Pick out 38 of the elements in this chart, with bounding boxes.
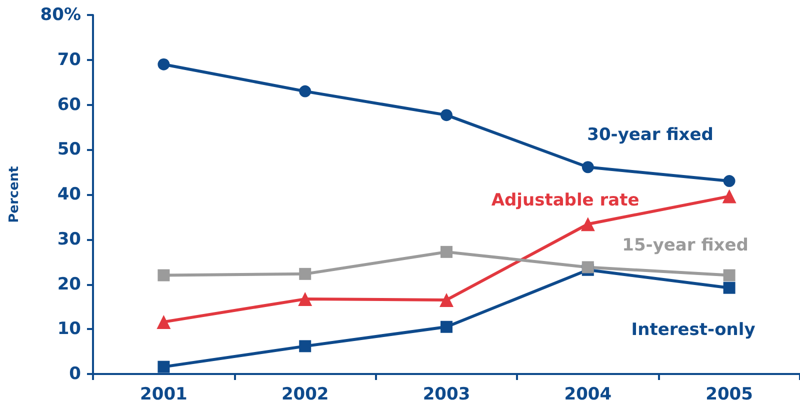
point bbox=[440, 109, 452, 122]
x-tick-label: 2002 bbox=[281, 384, 329, 404]
y-tick-label: 10 bbox=[57, 319, 82, 340]
y-tick-label: 40 bbox=[57, 184, 82, 204]
point bbox=[299, 85, 312, 98]
y-tick-label: 50 bbox=[57, 140, 82, 160]
y-tick-label: 20 bbox=[57, 274, 82, 294]
point bbox=[158, 269, 170, 282]
y-tick-label: 30 bbox=[57, 229, 82, 250]
x-tick-label: 2001 bbox=[140, 384, 188, 404]
series-label: Adjustable rate bbox=[491, 190, 640, 210]
series-label: Interest-only bbox=[631, 320, 756, 340]
point bbox=[440, 292, 454, 307]
point bbox=[440, 246, 452, 258]
series-label: 15-year fixed bbox=[622, 235, 748, 256]
point bbox=[299, 268, 312, 280]
y-tick-label: 80% bbox=[40, 5, 81, 25]
point bbox=[722, 189, 736, 204]
point bbox=[723, 269, 736, 282]
x-tick-label: 2004 bbox=[564, 384, 612, 404]
point bbox=[723, 175, 736, 188]
point bbox=[582, 161, 594, 174]
y-tick-label: 0 bbox=[69, 364, 82, 384]
x-tick-label: 2005 bbox=[706, 384, 753, 404]
point bbox=[158, 58, 170, 70]
series-label: 30-year fixed bbox=[587, 125, 714, 146]
y-axis-title: Percent bbox=[7, 166, 22, 223]
point bbox=[299, 340, 312, 352]
point bbox=[158, 360, 170, 373]
y-tick-label: 70 bbox=[57, 50, 82, 70]
point bbox=[156, 314, 171, 329]
y-tick-label: 60 bbox=[57, 94, 82, 115]
point bbox=[723, 282, 736, 294]
point bbox=[580, 217, 595, 232]
x-tick-label: 2003 bbox=[422, 384, 470, 404]
point bbox=[582, 261, 594, 274]
point bbox=[440, 320, 452, 333]
point bbox=[298, 292, 312, 306]
